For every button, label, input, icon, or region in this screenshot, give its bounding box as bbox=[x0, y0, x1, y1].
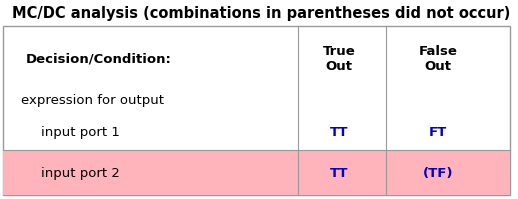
Text: False
Out: False Out bbox=[418, 45, 457, 73]
FancyBboxPatch shape bbox=[3, 150, 510, 195]
Text: Decision/Condition:: Decision/Condition: bbox=[26, 52, 172, 65]
Text: expression for output: expression for output bbox=[21, 94, 164, 107]
FancyBboxPatch shape bbox=[3, 26, 510, 195]
Text: (TF): (TF) bbox=[423, 167, 453, 180]
Text: TT: TT bbox=[330, 126, 349, 139]
Text: FT: FT bbox=[428, 126, 447, 139]
Text: input port 2: input port 2 bbox=[41, 167, 120, 180]
Text: input port 1: input port 1 bbox=[41, 126, 120, 139]
Text: TT: TT bbox=[330, 167, 349, 180]
Text: True
Out: True Out bbox=[323, 45, 356, 73]
Text: MC/DC analysis (combinations in parentheses did not occur): MC/DC analysis (combinations in parenthe… bbox=[12, 6, 510, 21]
